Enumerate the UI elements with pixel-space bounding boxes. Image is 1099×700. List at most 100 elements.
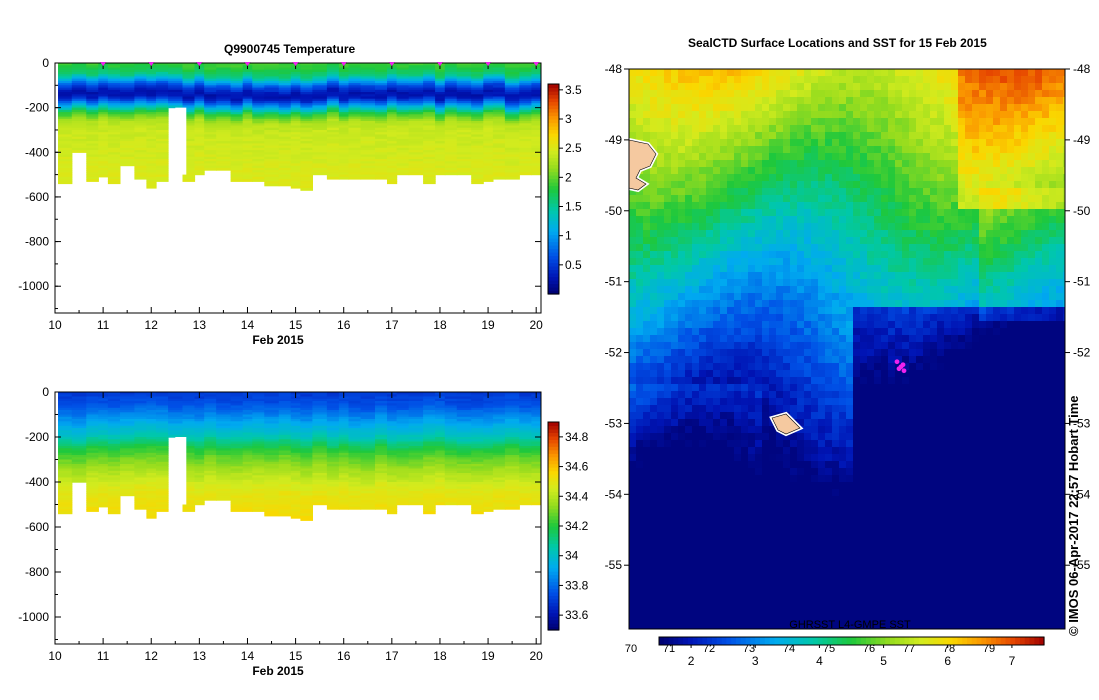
sst-cell [860, 104, 867, 111]
profile-cell [204, 479, 217, 483]
profile-cell [519, 479, 532, 483]
profile-cell [278, 403, 292, 407]
profile-cell [58, 161, 73, 164]
profile-cell [435, 398, 446, 402]
profile-cell [375, 392, 388, 395]
sst-grid [629, 69, 1065, 629]
profile-cell [300, 511, 313, 515]
profile-cell [134, 80, 147, 84]
profile-cell [98, 147, 109, 151]
profile-cell [58, 152, 73, 156]
profile-cell [519, 163, 532, 167]
profile-cell [504, 441, 520, 445]
profile-cell [71, 473, 87, 476]
profile-cell [492, 491, 506, 494]
profile-cell [387, 459, 398, 463]
profile-cell [456, 76, 472, 80]
sst-cell [685, 76, 692, 83]
profile-cell [312, 486, 328, 490]
profile-cell [396, 396, 410, 400]
profile-cell [435, 98, 446, 102]
profile-cell [242, 112, 253, 115]
profile-cell [435, 502, 446, 506]
profile-cell [312, 141, 328, 144]
profile-cell [278, 477, 292, 481]
profile-cell [396, 109, 410, 113]
profile-cell [264, 154, 280, 158]
profile-cell [300, 394, 313, 398]
sst-cell [657, 83, 664, 90]
profile-cell [348, 147, 362, 151]
profile-cell [471, 511, 484, 515]
profile-cell [519, 425, 532, 429]
profile-cell [168, 430, 184, 434]
profile-cell [120, 109, 135, 113]
profile-cell [252, 80, 265, 84]
profile-cell [58, 443, 73, 447]
sst-cell [909, 83, 916, 90]
profile-cell [58, 398, 73, 402]
profile-cell [504, 488, 520, 492]
profile-cell [252, 138, 265, 142]
profile-cell [444, 455, 458, 458]
profile-cell [387, 437, 398, 440]
profile-cell [492, 136, 506, 140]
sst-cell [643, 83, 650, 90]
colorbar-tick-label: 2.5 [565, 141, 582, 155]
profile-cell [312, 94, 328, 98]
profile-cell [300, 464, 313, 467]
profile-cell [134, 100, 147, 104]
profile-cell [504, 414, 520, 418]
profile-cell [504, 80, 520, 84]
profile-cell [492, 67, 506, 71]
profile-cell [242, 89, 253, 93]
profile-cell [264, 167, 280, 171]
profile-cell [156, 398, 169, 402]
profile-cell [348, 468, 362, 472]
profile-cell [71, 83, 87, 86]
profile-cell [312, 457, 328, 461]
profile-cell [58, 504, 73, 508]
profile-cell [204, 156, 217, 160]
profile-cell [326, 437, 340, 440]
profile-cell [471, 63, 484, 66]
profile-cell [182, 103, 196, 106]
profile-cell [252, 109, 265, 113]
profile-cell [387, 423, 398, 427]
profile-cell [519, 132, 532, 135]
profile-cell [120, 394, 135, 398]
profile-cell [408, 461, 424, 465]
profile-cell [423, 398, 436, 402]
sst-cell [811, 76, 818, 83]
profile-cell [134, 167, 147, 171]
profile-cell [483, 167, 494, 171]
profile-cell [86, 484, 99, 488]
sst-cell [888, 111, 895, 118]
profile-cell [408, 85, 424, 89]
profile-cell [444, 89, 458, 93]
sst-cell [727, 76, 734, 83]
profile-cell [456, 159, 472, 162]
profile-cell [456, 141, 472, 144]
sst-cell [664, 97, 671, 104]
profile-cell [98, 470, 109, 474]
profile-cell [168, 419, 184, 422]
sst-cell [916, 104, 923, 111]
profile-cell [348, 446, 362, 449]
profile-cell [98, 412, 109, 416]
profile-cell [338, 407, 350, 411]
profile-cell [252, 470, 265, 474]
profile-cell [290, 152, 301, 156]
profile-cell [216, 493, 232, 497]
sst-cell [1063, 104, 1065, 111]
profile-cell [290, 441, 301, 445]
profile-cell [252, 421, 265, 425]
colorbar-tick-label: 34.4 [565, 489, 589, 503]
profile-cell [194, 89, 205, 93]
profile-cell [300, 112, 313, 115]
profile-cell [204, 430, 217, 434]
profile-cell [471, 486, 484, 490]
sst-cell [692, 118, 699, 125]
profile-cell [71, 470, 87, 474]
profile-cell [264, 121, 280, 124]
